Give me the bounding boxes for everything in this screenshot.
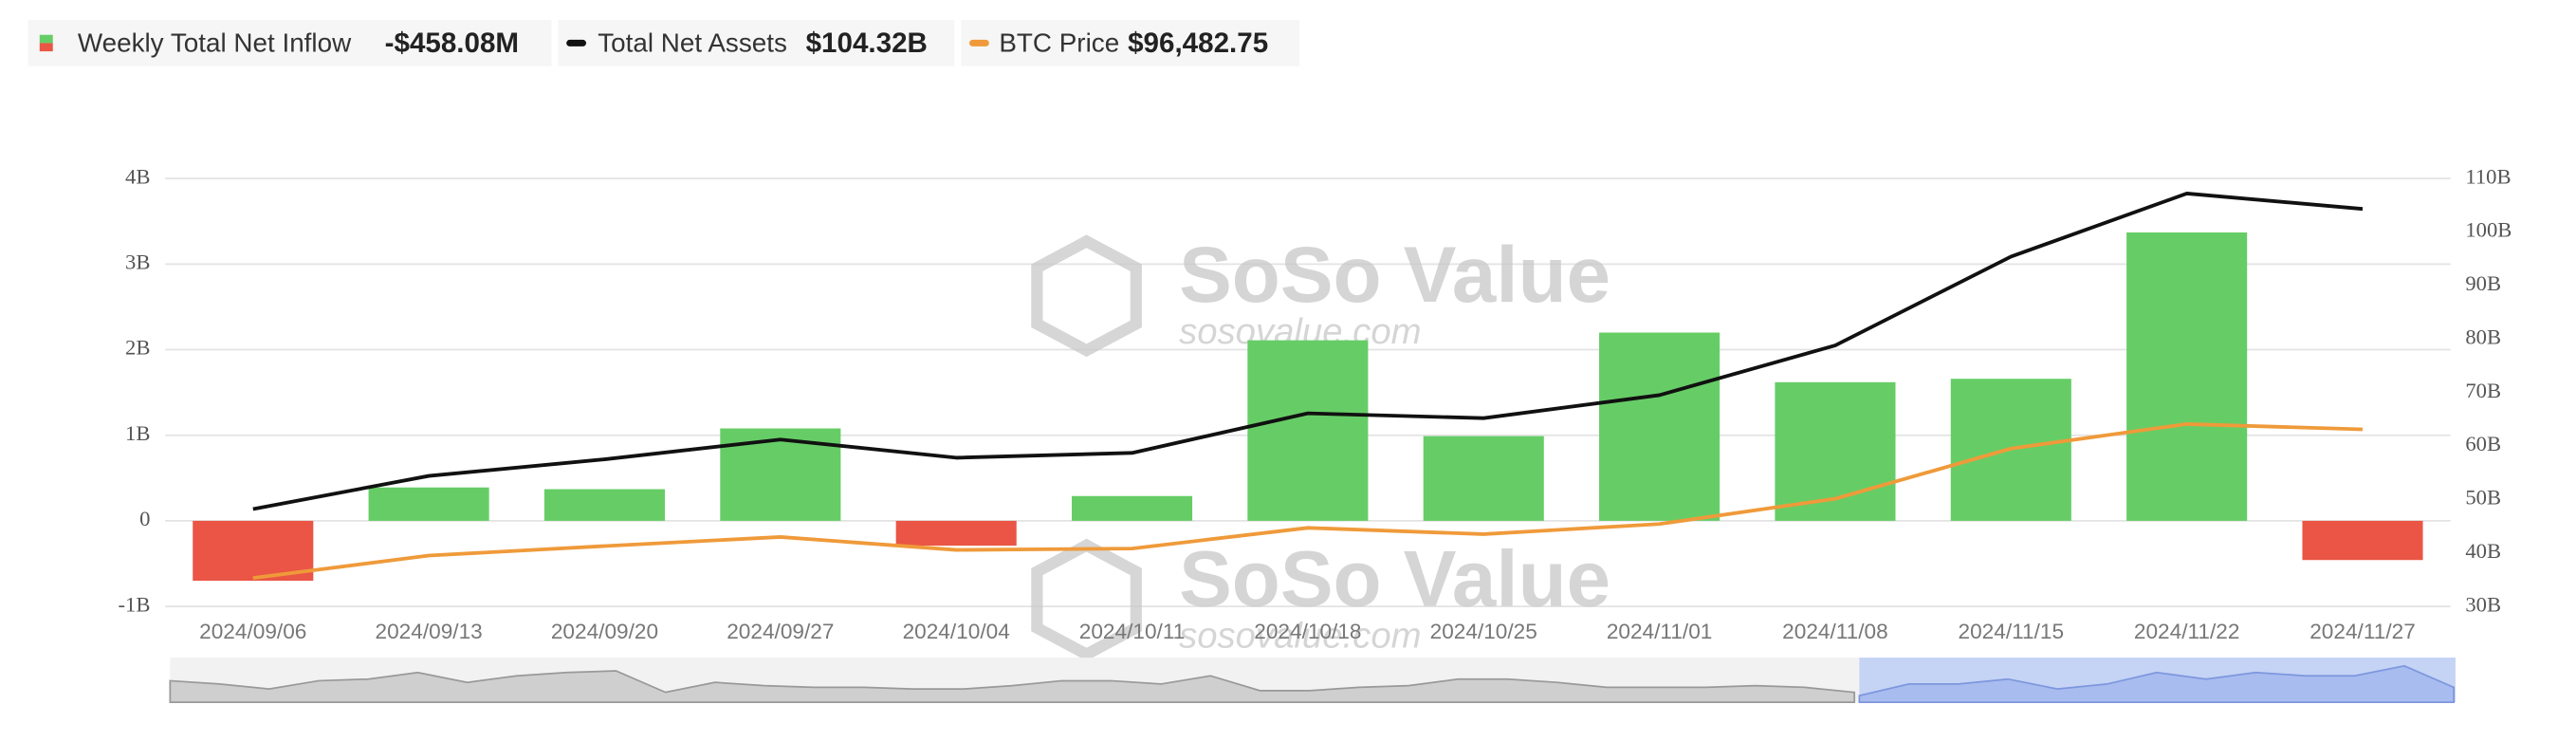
bar <box>1423 436 1544 521</box>
watermark-logo <box>1031 234 1142 661</box>
legend-box <box>961 20 1300 66</box>
navigator <box>169 658 2456 703</box>
y2-tick-label: 30B <box>2465 592 2501 616</box>
watermark-text: SoSo Value <box>1179 230 1610 319</box>
y2-tick-label: 80B <box>2465 325 2501 348</box>
legend-value: $96,482.75 <box>1128 28 1268 59</box>
y2-tick-label: 40B <box>2465 539 2501 563</box>
legend-box <box>558 20 955 66</box>
bar <box>2126 232 2248 521</box>
x-tick-label: 2024/09/27 <box>727 620 834 643</box>
x-tick-label: 2024/11/22 <box>2134 620 2240 643</box>
legend-box <box>28 20 552 66</box>
y2-tick-label: 110B <box>2465 164 2511 188</box>
line <box>252 192 2364 511</box>
legend-icon <box>39 43 53 52</box>
bar <box>2302 520 2423 561</box>
y2-tick-label: 100B <box>2465 218 2512 242</box>
y2-tick-label: 50B <box>2465 486 2501 510</box>
x-tick-label: 2024/09/06 <box>199 620 306 643</box>
bar <box>1599 332 1720 521</box>
legend-icon <box>968 39 989 46</box>
y2-tick-label: 60B <box>2465 432 2501 455</box>
bar <box>368 487 489 521</box>
y2-tick-label: 90B <box>2465 271 2501 295</box>
y-tick-label: 2B <box>125 336 150 360</box>
bar <box>1247 340 1369 521</box>
legend-label[interactable]: Total Net Assets <box>598 28 787 58</box>
legend-label[interactable]: BTC Price <box>999 28 1119 58</box>
legend-value: -$458.08M <box>385 28 519 59</box>
x-tick-label: 2024/11/27 <box>2309 620 2416 643</box>
x-tick-label: 2024/11/15 <box>1959 620 2065 643</box>
bar <box>1071 495 1193 521</box>
bar <box>193 520 314 582</box>
x-tick-label: 2024/09/20 <box>551 620 658 643</box>
watermark-text: SoSo Value <box>1179 534 1610 623</box>
legend-icon <box>39 34 53 44</box>
x-tick-label: 2024/10/04 <box>903 620 1010 643</box>
x-tick-label: 2024/10/18 <box>1254 620 1361 643</box>
y-tick-label: 4B <box>125 164 150 188</box>
legend-icon <box>566 39 587 46</box>
legend-value: $104.32B <box>806 28 928 59</box>
y-tick-label: 1B <box>125 421 150 445</box>
x-tick-label: 2024/11/08 <box>1782 620 1888 643</box>
line <box>252 421 2364 581</box>
y-tick-label: -1B <box>118 592 150 616</box>
y2-tick-label: 70B <box>2465 379 2501 402</box>
y-tick-label: 0 <box>139 507 150 530</box>
watermark-url: sosovalue.com <box>1179 615 1421 656</box>
x-tick-label: 2024/11/01 <box>1607 620 1713 643</box>
x-tick-label: 2024/10/11 <box>1079 620 1186 643</box>
bar <box>543 489 666 521</box>
navigator-area <box>169 670 1856 703</box>
y-tick-label: 3B <box>125 250 150 274</box>
x-tick-label: 2024/09/13 <box>376 620 483 643</box>
legend-label[interactable]: Weekly Total Net Inflow <box>78 28 352 58</box>
bar <box>895 520 1017 547</box>
navigator-area <box>1858 664 2456 703</box>
x-tick-label: 2024/10/25 <box>1430 620 1537 643</box>
